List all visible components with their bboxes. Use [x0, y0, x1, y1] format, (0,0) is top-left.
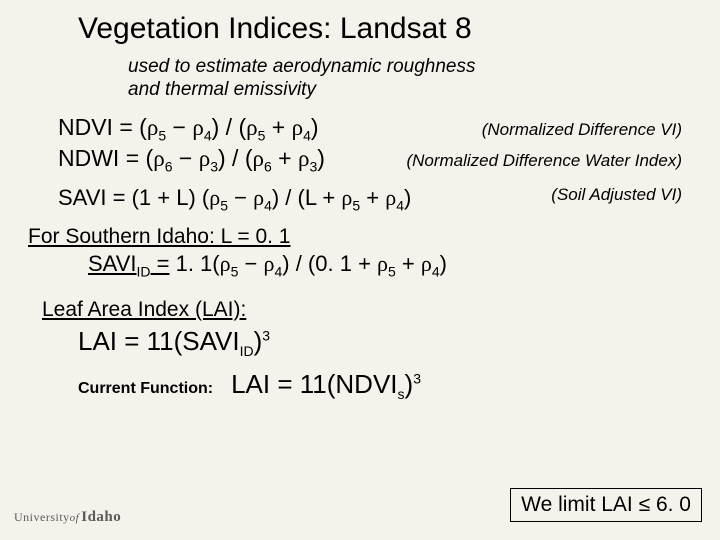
logo-idaho: Idaho	[81, 509, 121, 525]
ndvi-formula: NDVI = (ρ5 − ρ4) / (ρ5 + ρ4)	[58, 114, 319, 144]
ndwi-formula: NDWI = (ρ6 − ρ3) / (ρ6 + ρ3)	[58, 145, 325, 175]
southern-idaho-heading: For Southern Idaho: L = 0. 1	[28, 225, 702, 249]
ndvi-note: (Normalized Difference VI)	[482, 120, 702, 140]
savi-formula: SAVI = (1 + L) (ρ5 − ρ4) / (L + ρ5 + ρ4)	[58, 185, 411, 210]
logo-of: of	[70, 512, 80, 524]
subtitle: used to estimate aerodynamic roughness a…	[128, 56, 702, 102]
lai-limit-box: We limit LAI ≤ 6. 0	[510, 488, 702, 522]
savi-row: SAVI = (1 + L) (ρ5 − ρ4) / (L + ρ5 + ρ4)…	[58, 185, 702, 213]
lai-formula: LAI = 11(SAVIID)3	[78, 326, 702, 359]
ndwi-row: NDWI = (ρ6 − ρ3) / (ρ6 + ρ3) (Normalized…	[58, 145, 702, 175]
subtitle-line2: and thermal emissivity	[128, 79, 316, 100]
ndvi-row: NDVI = (ρ5 − ρ4) / (ρ5 + ρ4) (Normalized…	[58, 114, 702, 144]
ndwi-note: (Normalized Difference Water Index)	[406, 151, 702, 171]
logo-university: University	[14, 510, 70, 524]
lai-heading: Leaf Area Index (LAI):	[42, 298, 702, 322]
savi-id-formula: SAVIID = 1. 1(ρ5 − ρ4) / (0. 1 + ρ5 + ρ4…	[88, 251, 702, 279]
slide-title: Vegetation Indices: Landsat 8	[78, 12, 702, 46]
current-function-row: Current Function: LAI = 11(NDVIs)3	[78, 369, 702, 402]
current-function-formula: LAI = 11(NDVIs)3	[231, 369, 421, 402]
subtitle-line1: used to estimate aerodynamic roughness	[128, 56, 475, 77]
current-function-label: Current Function:	[78, 380, 213, 398]
university-logo: UniversityofIdaho	[14, 508, 121, 526]
savi-note: (Soil Adjusted VI)	[551, 185, 682, 205]
